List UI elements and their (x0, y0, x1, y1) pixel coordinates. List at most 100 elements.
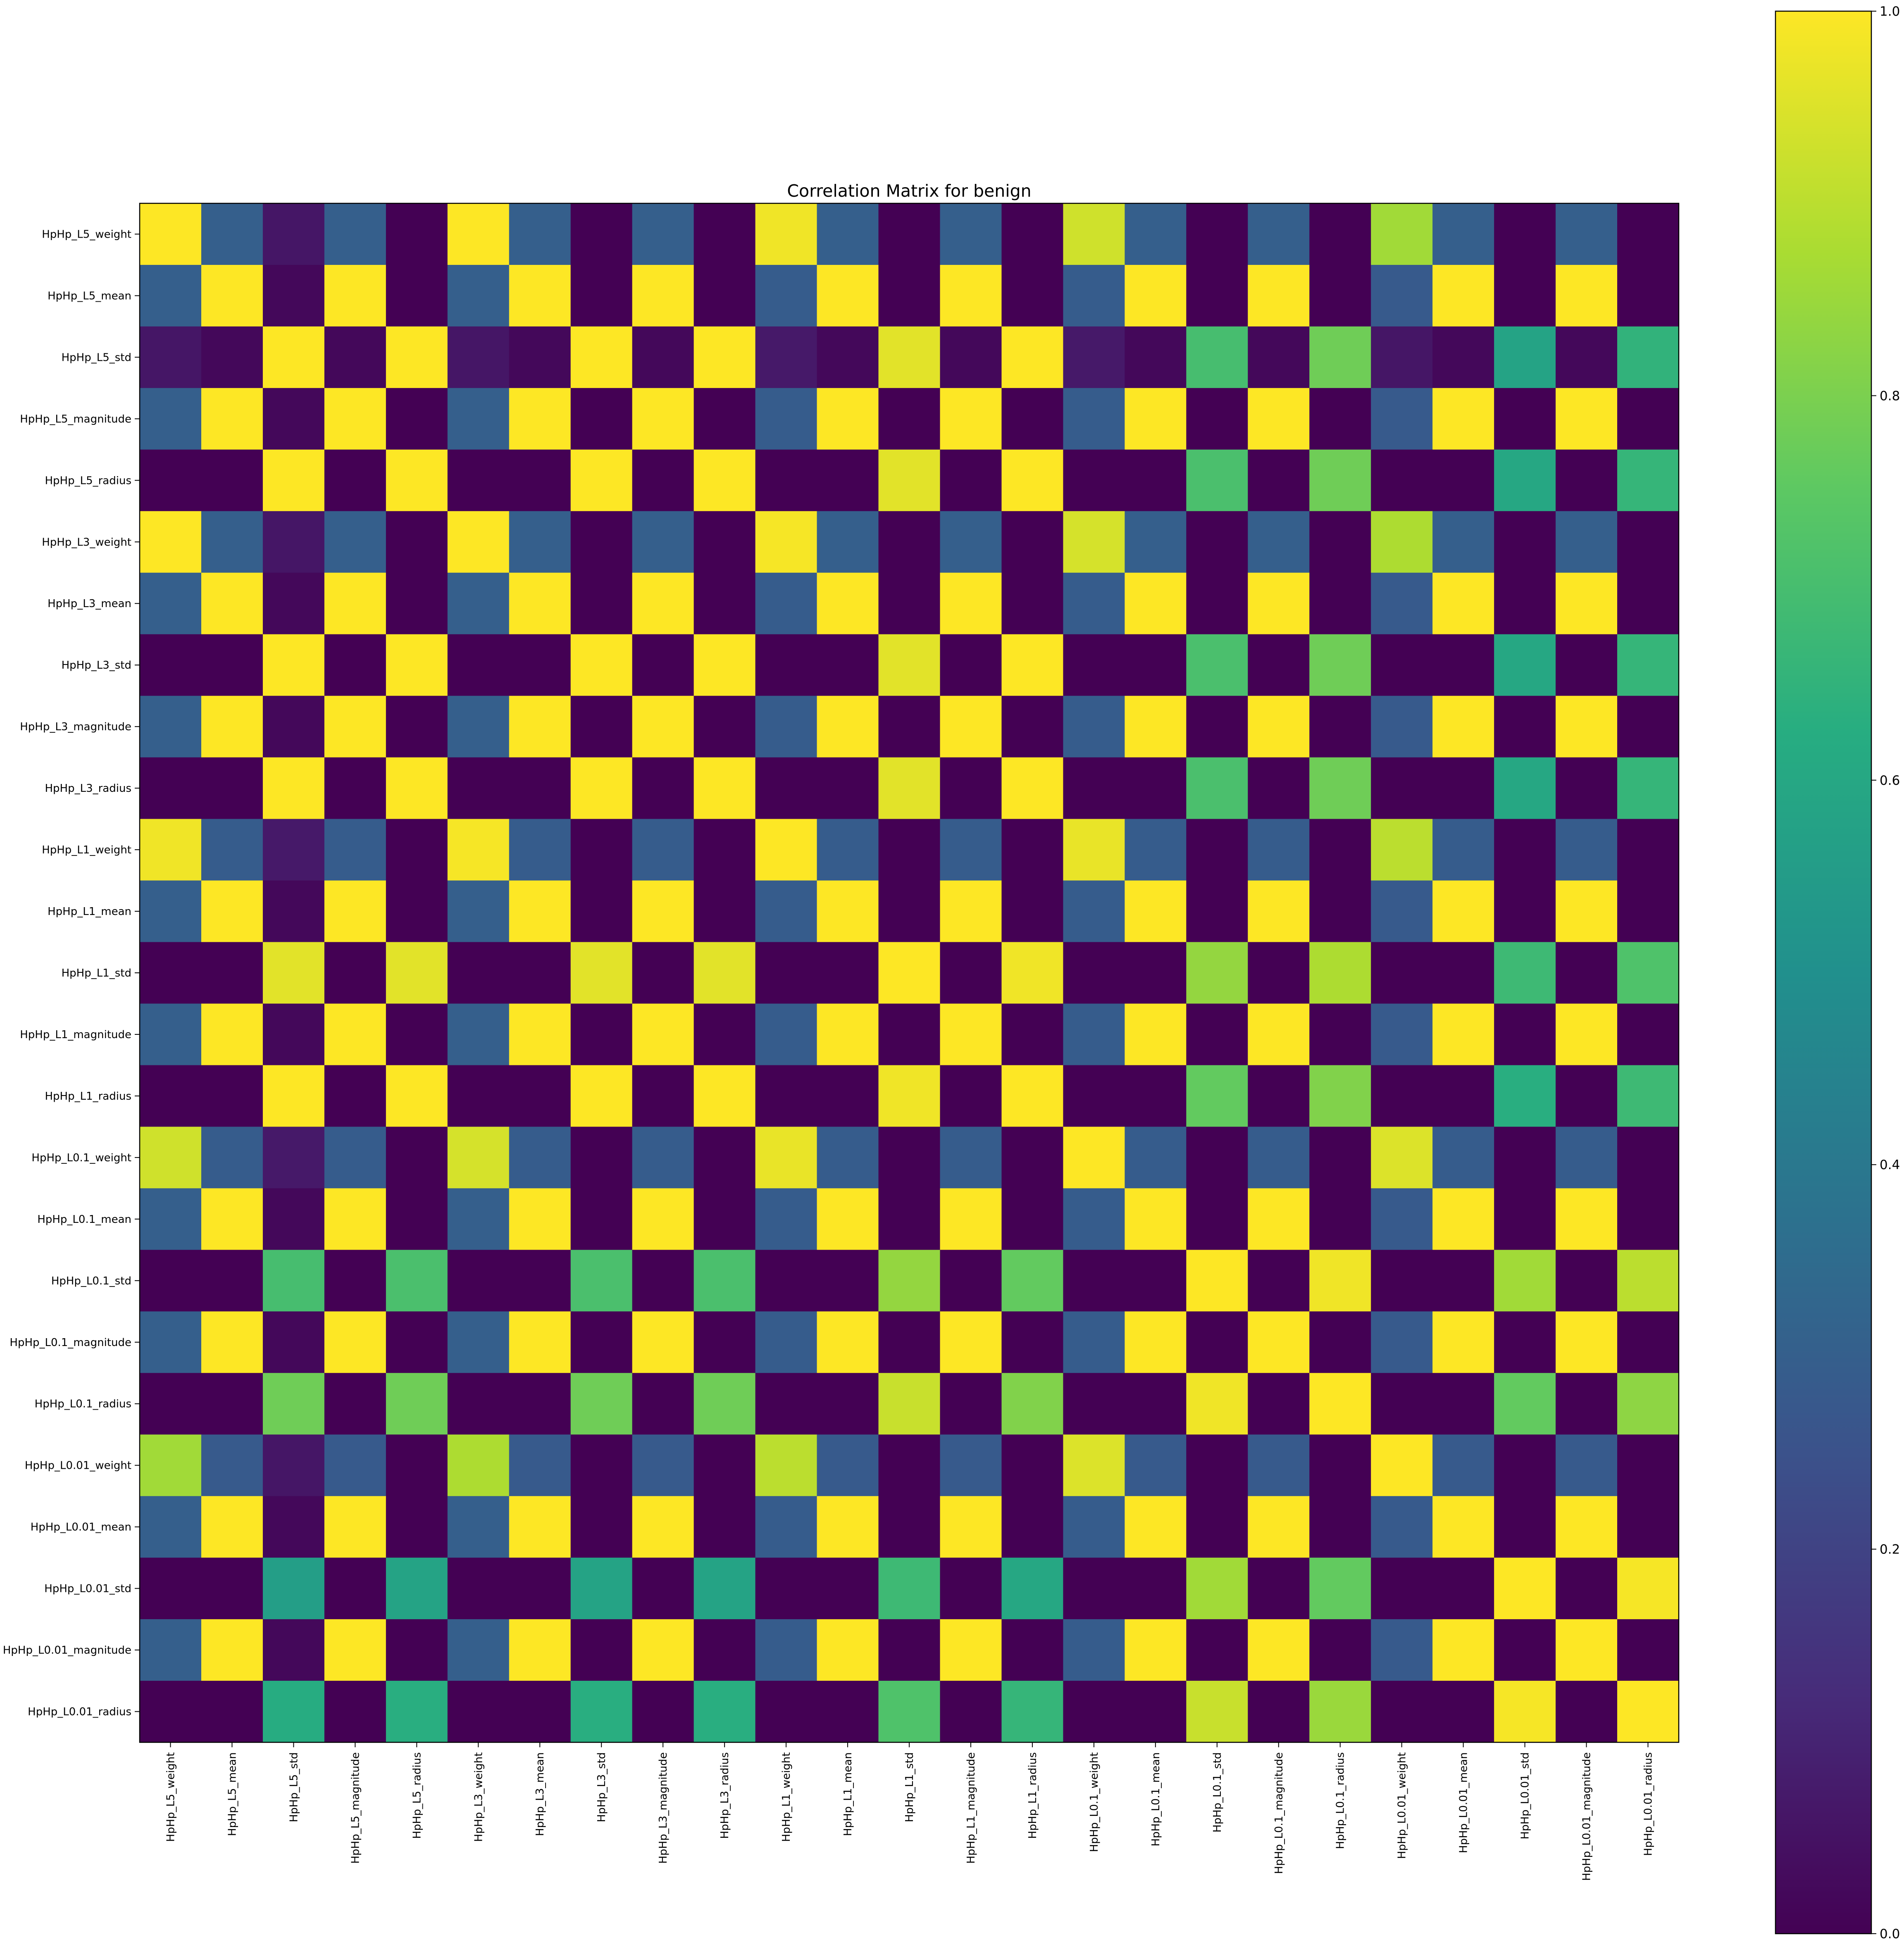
heatmap-cell (509, 1127, 571, 1189)
heatmap-cell (1371, 264, 1433, 327)
heatmap-cell (447, 880, 510, 943)
heatmap-cell (570, 388, 633, 450)
heatmap-cell (940, 1434, 1002, 1496)
heatmap-cell (570, 1681, 633, 1743)
heatmap-cell (140, 634, 202, 696)
heatmap-cell (1125, 1188, 1187, 1250)
heatmap-cell (1309, 1127, 1371, 1189)
heatmap-cell (509, 634, 571, 696)
heatmap-cell (1125, 1558, 1187, 1620)
heatmap-cell (1248, 1558, 1310, 1620)
heatmap-cell (386, 757, 448, 820)
heatmap-cell (509, 1003, 571, 1066)
heatmap-cell (755, 1311, 817, 1373)
heatmap-cell (693, 1065, 756, 1127)
colorbar-tick-label: 0.8 (1880, 388, 1900, 403)
heatmap-cell (262, 1619, 325, 1681)
heatmap-cell (693, 1681, 756, 1743)
heatmap-cell (262, 1003, 325, 1066)
heatmap-cell (262, 203, 325, 265)
heatmap-cell (940, 203, 1002, 265)
heatmap-cell (940, 511, 1002, 573)
heatmap-cell (878, 1127, 941, 1189)
heatmap-cell (1494, 1065, 1556, 1127)
heatmap-cell (1309, 1558, 1371, 1620)
heatmap-cell (878, 203, 941, 265)
heatmap-cell (940, 1496, 1002, 1558)
heatmap-cell (1432, 757, 1494, 820)
heatmap-cell (386, 326, 448, 388)
heatmap-cell (201, 819, 263, 881)
heatmap-cell (1309, 1434, 1371, 1496)
heatmap-cell (201, 942, 263, 1004)
heatmap-cell (1556, 1496, 1618, 1558)
heatmap-cell (1556, 1250, 1618, 1312)
heatmap-cell (1001, 572, 1063, 635)
heatmap-cell (324, 1619, 386, 1681)
heatmap-cell (1494, 1373, 1556, 1435)
heatmap-cell (1186, 264, 1248, 327)
heatmap-cell (1432, 1434, 1494, 1496)
heatmap-cell (509, 757, 571, 820)
heatmap-cell (201, 1619, 263, 1681)
heatmap-cell (1125, 203, 1187, 265)
heatmap-cell (447, 326, 510, 388)
heatmap-cell (878, 449, 941, 512)
x-tick-label: HpHp_L3_radius (719, 1752, 731, 1839)
heatmap-cell (1494, 819, 1556, 881)
heatmap-cell (1186, 572, 1248, 635)
heatmap-cell (1125, 819, 1187, 881)
heatmap-cell (509, 696, 571, 758)
heatmap-cell (1001, 757, 1063, 820)
heatmap-cell (140, 203, 202, 265)
heatmap-cell (755, 1558, 817, 1620)
y-tick-label: HpHp_L0.1_weight (31, 1152, 131, 1164)
heatmap-cell (1063, 1619, 1125, 1681)
heatmap-cell (201, 326, 263, 388)
heatmap-cell (1432, 511, 1494, 573)
heatmap-cell (1432, 1681, 1494, 1743)
heatmap-cell (817, 880, 879, 943)
heatmap-cell (509, 264, 571, 327)
heatmap-cell (1063, 572, 1125, 635)
heatmap-cell (940, 1681, 1002, 1743)
heatmap-cell (817, 1496, 879, 1558)
heatmap-cell (1617, 757, 1679, 820)
heatmap-cell (1248, 1311, 1310, 1373)
heatmap-cell (1309, 449, 1371, 512)
heatmap-cell (1371, 1127, 1433, 1189)
heatmap-cell (447, 449, 510, 512)
heatmap-cell (201, 1188, 263, 1250)
heatmap-cell (1186, 449, 1248, 512)
heatmap-cell (386, 1127, 448, 1189)
heatmap-cell (201, 388, 263, 450)
heatmap-cell (1001, 1127, 1063, 1189)
heatmap-cell (817, 572, 879, 635)
y-tick-label: HpHp_L1_mean (48, 905, 131, 918)
heatmap-cell (1001, 388, 1063, 450)
heatmap-cell (1309, 880, 1371, 943)
heatmap-cell (755, 1681, 817, 1743)
heatmap-cell (693, 696, 756, 758)
heatmap-cell (632, 511, 694, 573)
heatmap-cell (1248, 942, 1310, 1004)
heatmap-cell (447, 942, 510, 1004)
heatmap-cell (632, 696, 694, 758)
heatmap-cell (1248, 757, 1310, 820)
x-tick-label: HpHp_L0.01_std (1519, 1752, 1532, 1839)
heatmap-cell (509, 942, 571, 1004)
heatmap-cell (1125, 757, 1187, 820)
heatmap-cell (1001, 1434, 1063, 1496)
heatmap-cell (262, 572, 325, 635)
heatmap-cell (878, 634, 941, 696)
heatmap-cell (1063, 696, 1125, 758)
heatmap-cell (509, 1373, 571, 1435)
heatmap-cell (817, 1188, 879, 1250)
heatmap-cell (1556, 1003, 1618, 1066)
heatmap-cell (940, 326, 1002, 388)
heatmap-cell (324, 757, 386, 820)
heatmap-cell (1248, 203, 1310, 265)
heatmap-cell (386, 449, 448, 512)
heatmap-cell (1432, 819, 1494, 881)
